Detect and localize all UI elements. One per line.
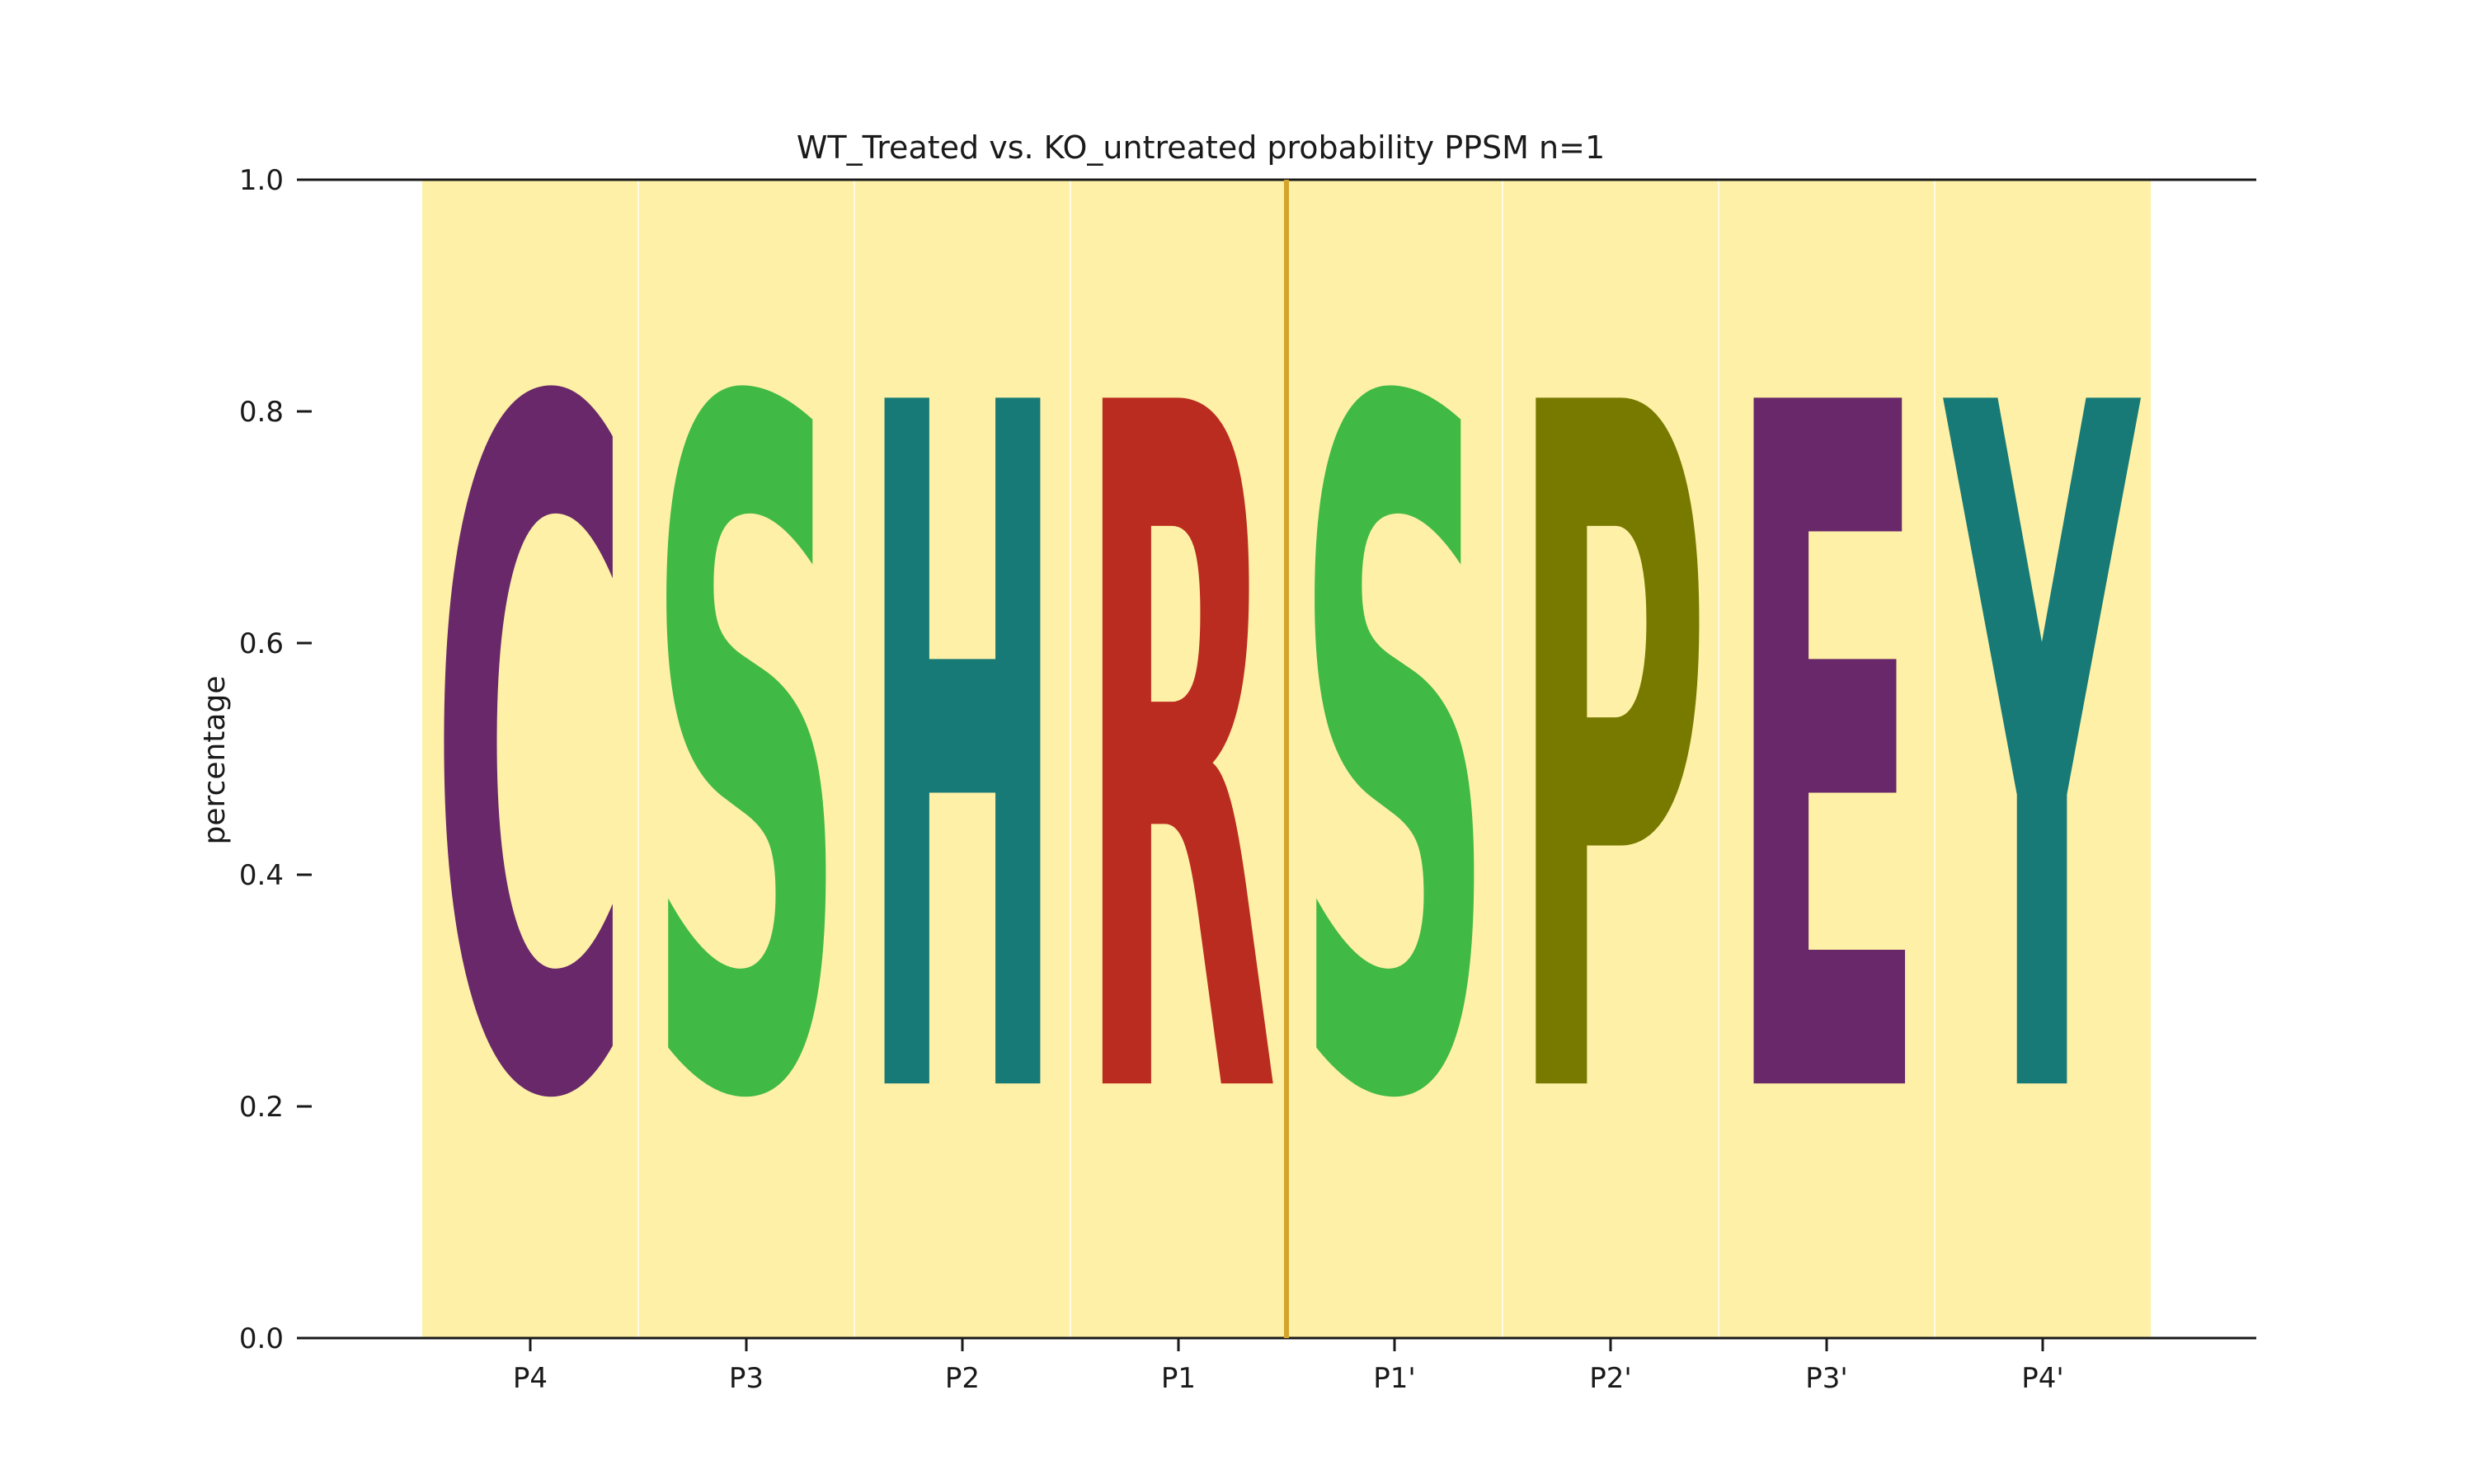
ticks-layer: P4 P3 P2 P1 P1' P2' P3' P4' 0.0 0.2 0.4 0.6 0.8 1.0 — [239, 164, 2064, 1395]
x-tick-label: P3 — [729, 1362, 764, 1395]
logo-letter: Y — [1941, 210, 2141, 1305]
logo-letter: P — [1511, 212, 1710, 1306]
position-highlight — [1503, 180, 1719, 1338]
position-highlight — [1719, 180, 1935, 1338]
x-tick-label: P1 — [1161, 1362, 1196, 1395]
x-tick-label: P3' — [1805, 1362, 1847, 1395]
logo-letter: E — [1727, 212, 1926, 1307]
logo-letter: S — [1295, 211, 1494, 1306]
position-highlight — [422, 180, 638, 1338]
y-tick-label: 0.8 — [239, 396, 284, 429]
logo-letter: R — [1079, 211, 1278, 1306]
x-tick-label: P2 — [945, 1362, 980, 1395]
y-tick-label: 0.4 — [239, 859, 284, 892]
position-highlight — [854, 180, 1070, 1338]
position-highlight — [1935, 180, 2151, 1338]
axes-layer — [297, 178, 2256, 1340]
position-highlight — [638, 180, 854, 1338]
x-tick-label: P2' — [1589, 1362, 1631, 1395]
x-tick-label: P4 — [513, 1362, 548, 1395]
logo-letter: H — [863, 212, 1062, 1306]
x-tick-label: P4' — [2021, 1362, 2063, 1395]
y-tick-label: 1.0 — [239, 164, 284, 197]
y-tick-label: 0.0 — [239, 1322, 284, 1355]
y-axis-label: percentage — [198, 676, 232, 845]
position-highlight-layer — [422, 180, 2151, 1338]
logo-letter: S — [647, 211, 846, 1306]
y-tick-label: 0.6 — [239, 627, 284, 660]
position-highlight — [1070, 180, 1286, 1338]
logo-letter: C — [430, 212, 630, 1306]
x-tick-label: P1' — [1373, 1362, 1415, 1395]
y-tick-label: 0.2 — [239, 1091, 284, 1124]
position-highlight — [1286, 180, 1503, 1338]
chart-title: WT_Treated vs. KO_untreated probability … — [797, 129, 1605, 166]
